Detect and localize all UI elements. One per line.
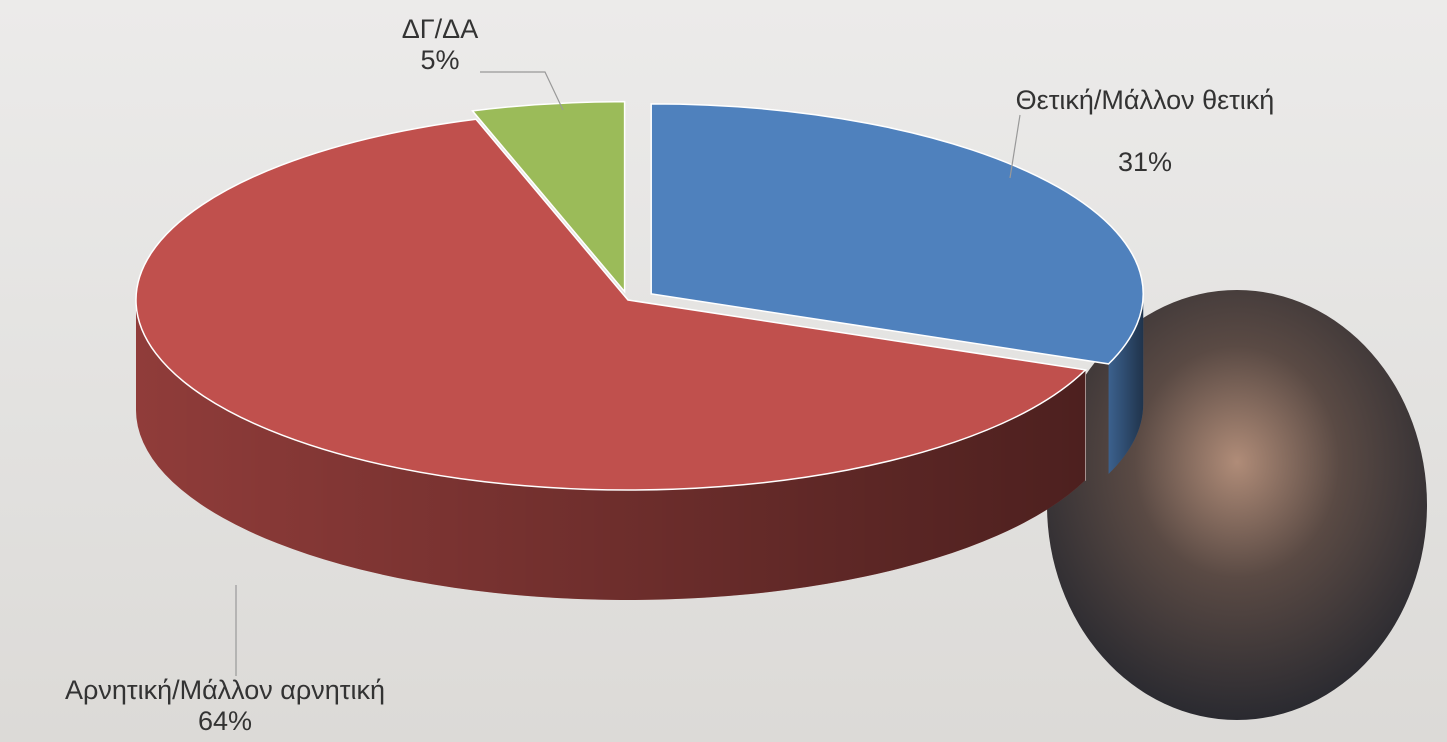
value-label: 5% <box>380 45 500 76</box>
category-label: Θετική/Μάλλον θετική <box>1015 85 1275 116</box>
value-label: 31% <box>1015 147 1275 178</box>
value-label: 64% <box>10 706 440 737</box>
category-label: ΔΓ/ΔΑ <box>380 14 500 45</box>
page: (() => { const data = JSON.parse(documen… <box>0 0 1447 742</box>
category-label: Αρνητική/Μάλλον αρνητική <box>10 675 440 706</box>
